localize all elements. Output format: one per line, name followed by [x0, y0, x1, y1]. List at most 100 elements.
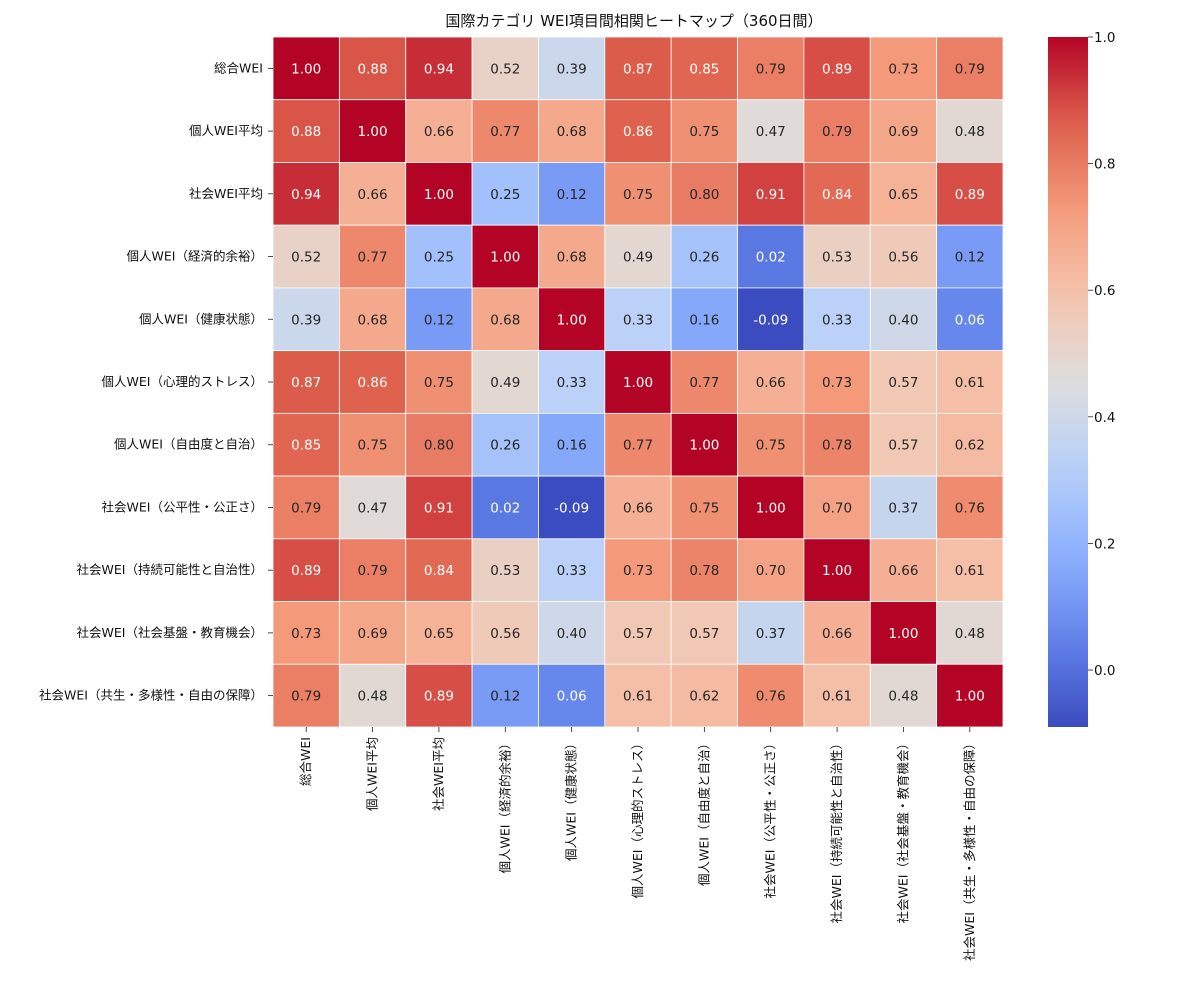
colorbar-tick-label: 1.0	[1094, 30, 1115, 46]
heatmap-cell	[272, 475, 340, 540]
heatmap-cell	[803, 162, 871, 226]
cell-value-label: 0.02	[756, 250, 786, 266]
x-tick-label: 社会WEI（共生・多様性・自由の保障）	[962, 737, 977, 961]
cell-value-label: 0.79	[822, 124, 852, 140]
heatmap-cell	[538, 601, 606, 665]
heatmap-cell	[670, 412, 738, 477]
heatmap-cell	[405, 99, 473, 163]
cell-value-label: 0.25	[490, 187, 520, 203]
heatmap-cell	[471, 350, 539, 414]
cell-value-label: 0.56	[490, 626, 520, 642]
cell-value-label: 0.68	[557, 124, 587, 140]
cell-value-label: 0.48	[955, 124, 985, 140]
heatmap-cell	[338, 412, 407, 477]
heatmap-cell	[936, 601, 1004, 665]
heatmap-cell	[604, 99, 672, 163]
cell-value-label: 0.89	[291, 563, 321, 579]
heatmap-cell	[869, 224, 938, 289]
x-tick-label: 個人WEI（経済的余裕）	[497, 737, 512, 873]
cell-value-label: 0.68	[557, 250, 587, 266]
cell-value-label: 0.84	[424, 563, 454, 579]
cell-value-label: 0.47	[756, 124, 786, 140]
cell-value-label: 0.70	[756, 563, 786, 579]
cell-value-label: 0.25	[424, 250, 454, 266]
y-tick-label: 個人WEI（自由度と自治）	[114, 437, 263, 452]
heatmap-cell	[338, 475, 407, 540]
cell-value-label: 0.66	[623, 500, 653, 516]
cell-value-label: 0.16	[689, 312, 719, 328]
cell-value-label: 0.62	[955, 438, 985, 454]
cell-value-label: 0.56	[888, 250, 918, 266]
heatmap-cell	[936, 350, 1004, 414]
heatmap-cell	[471, 538, 539, 602]
heatmap-cell	[604, 224, 672, 289]
cell-value-label: 0.75	[424, 375, 454, 391]
colorbar-tick-label: 0.0	[1094, 663, 1115, 679]
heatmap-cell	[272, 350, 340, 414]
cell-value-label: 0.52	[490, 61, 520, 77]
x-tick-label: 個人WEI平均	[365, 737, 380, 811]
colorbar-bar	[1048, 37, 1088, 727]
heatmap-cell	[869, 99, 938, 163]
cell-value-label: 0.70	[822, 500, 852, 516]
x-axis-labels: 総合WEI 個人WEI平均 社会WEI平均 個人WEI（経済的余裕） 個人WEI（健康状…	[298, 727, 977, 961]
cell-value-label: 0.48	[888, 689, 918, 705]
heatmap-cell	[936, 538, 1004, 602]
heatmap-cell	[405, 162, 473, 226]
heatmap-cell	[338, 36, 407, 101]
heatmap-cell	[338, 224, 407, 289]
heatmap-cell	[803, 601, 871, 665]
heatmap-cell	[338, 99, 407, 163]
heatmap-cell	[405, 224, 473, 289]
heatmap-cell	[538, 663, 606, 728]
heatmap-cell	[803, 224, 871, 289]
heatmap-cell	[803, 287, 871, 352]
heatmap-cell	[405, 412, 473, 477]
cell-value-label: 0.47	[358, 500, 388, 516]
heatmap-cell	[803, 663, 871, 728]
cell-value-label: 0.79	[756, 61, 786, 77]
heatmap-cell	[338, 287, 407, 352]
cell-value-label: 0.78	[822, 438, 852, 454]
cell-value-label: 1.00	[424, 187, 454, 203]
y-tick-label: 個人WEI平均	[189, 123, 263, 138]
cell-value-label: 0.76	[756, 689, 786, 705]
heatmap-cell	[737, 663, 805, 728]
x-tick-label: 個人WEI（自由度と自治）	[696, 737, 711, 886]
cell-value-label: 0.12	[955, 250, 985, 266]
heatmap-cell	[869, 287, 938, 352]
cell-value-label: 0.73	[291, 626, 321, 642]
cell-value-label: 1.00	[358, 124, 388, 140]
cell-value-label: 0.57	[888, 375, 918, 391]
heatmap-cell	[604, 162, 672, 226]
cell-value-label: 0.66	[358, 187, 388, 203]
heatmap-cell	[405, 663, 473, 728]
cell-value-label: 0.77	[689, 375, 719, 391]
heatmap-cell	[538, 99, 606, 163]
heatmap-cell	[936, 36, 1004, 101]
heatmap-cells: 1.00 0.88 0.94 0.52 0.39 0.87 0.85 0.79 0.89 0.73…	[272, 36, 1004, 728]
heatmap-cell	[936, 663, 1004, 728]
y-tick-label: 総合WEI	[214, 60, 263, 75]
heatmap-cell	[604, 287, 672, 352]
cell-value-label: 0.75	[358, 438, 388, 454]
cell-value-label: 0.91	[424, 500, 454, 516]
heatmap-cell	[272, 412, 340, 477]
heatmap-cell	[272, 601, 340, 665]
cell-value-label: 0.68	[490, 312, 520, 328]
cell-value-label: 0.69	[358, 626, 388, 642]
heatmap-cell	[272, 99, 340, 163]
cell-value-label: 0.80	[689, 187, 719, 203]
cell-value-label: 0.33	[557, 563, 587, 579]
heatmap-cell	[471, 287, 539, 352]
heatmap-cell	[803, 350, 871, 414]
heatmap-cell	[936, 99, 1004, 163]
cell-value-label: 0.06	[955, 312, 985, 328]
heatmap-cell	[538, 162, 606, 226]
cell-value-label: 0.61	[955, 375, 985, 391]
cell-value-label: 0.26	[689, 250, 719, 266]
cell-value-label: 0.57	[623, 626, 653, 642]
heatmap-cell	[936, 475, 1004, 540]
cell-value-label: 1.00	[888, 626, 918, 642]
